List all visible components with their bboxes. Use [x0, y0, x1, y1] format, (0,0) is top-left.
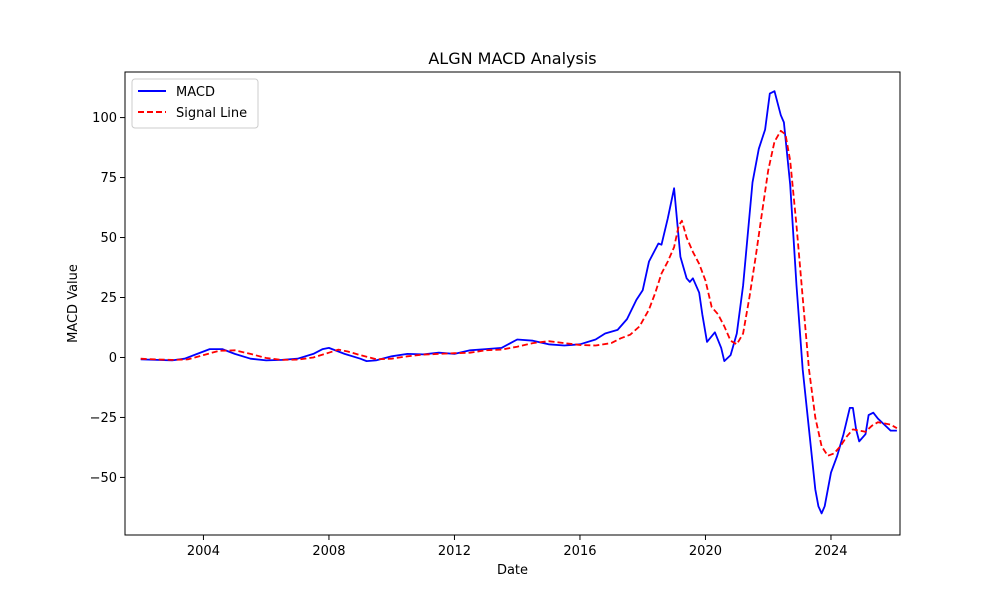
x-tick-label: 2008 [312, 544, 345, 559]
legend-label-macd: MACD [176, 85, 215, 100]
y-tick-label: 0 [109, 351, 117, 366]
y-axis: −50 −25 0 25 50 75 100 [90, 111, 125, 486]
y-axis-label: MACD Value [66, 264, 81, 343]
series-line-macd [140, 90, 897, 515]
chart-title: ALGN MACD Analysis [428, 49, 596, 68]
x-tick-label: 2024 [814, 544, 847, 559]
x-axis: 2004 2008 2012 2016 2020 2024 [187, 535, 848, 559]
x-axis-label: Date [497, 563, 528, 578]
x-tick-label: 2020 [689, 544, 722, 559]
y-tick-label: 75 [100, 171, 117, 186]
plot-area [124, 71, 901, 536]
legend-label-signal-line: Signal Line [176, 106, 247, 121]
y-tick-label: 100 [92, 111, 117, 126]
plot-frame [124, 71, 901, 536]
x-tick-label: 2012 [438, 544, 471, 559]
y-tick-label: 50 [100, 231, 117, 246]
x-tick-label: 2004 [187, 544, 220, 559]
legend: MACD Signal Line [131, 78, 259, 129]
y-tick-label: −25 [90, 411, 117, 426]
series-line-signal-line [140, 129, 898, 457]
y-tick-label: −50 [90, 471, 117, 486]
x-tick-label: 2016 [563, 544, 596, 559]
y-tick-label: 25 [100, 291, 117, 306]
series-layer [140, 90, 898, 515]
